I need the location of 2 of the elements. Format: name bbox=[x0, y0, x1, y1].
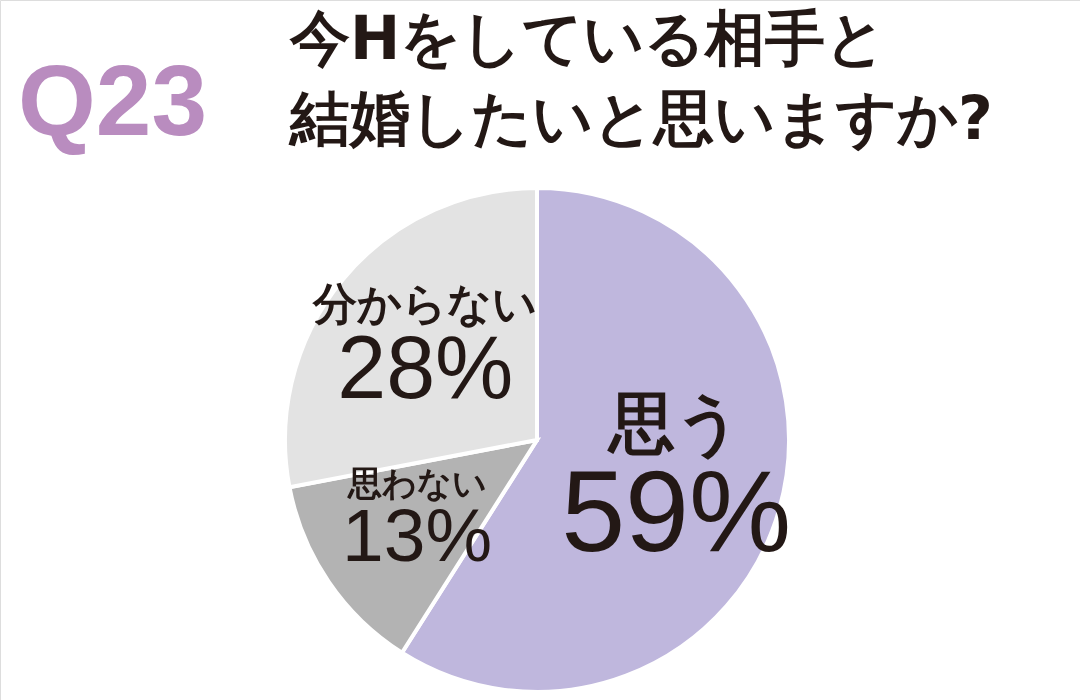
chart-subtitle: 今Hをしている相手と結婚したいと思いますか? bbox=[288, 3, 993, 153]
chart-title: Q23 bbox=[18, 44, 208, 156]
